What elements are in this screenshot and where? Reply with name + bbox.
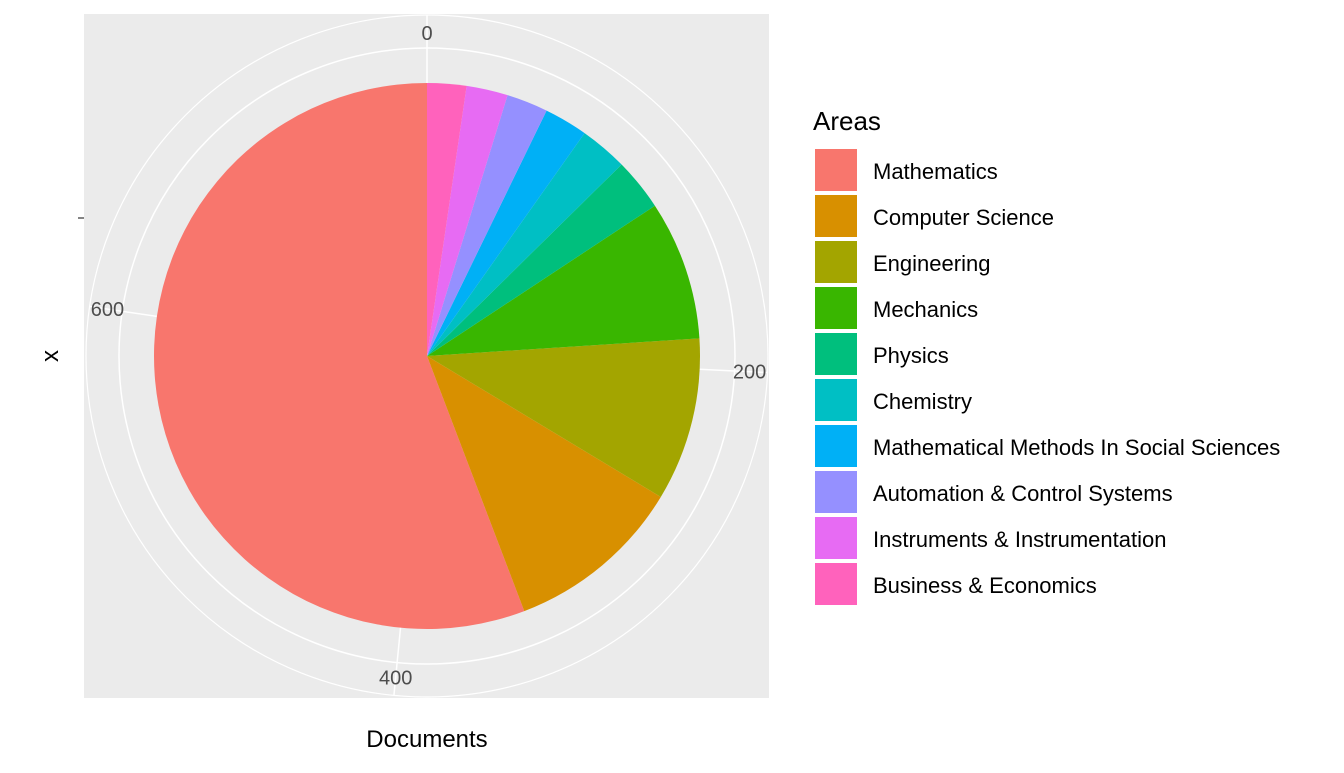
y-axis-label: x bbox=[37, 350, 64, 362]
legend-label: Automation & Control Systems bbox=[873, 481, 1173, 506]
legend-key bbox=[815, 517, 857, 559]
legend-label: Mathematics bbox=[873, 159, 998, 184]
legend-key bbox=[815, 333, 857, 375]
legend-title: Areas bbox=[813, 106, 881, 136]
tick-label: 0 bbox=[421, 23, 432, 45]
pie-slice-2 bbox=[427, 338, 700, 497]
legend-label: Mathematical Methods In Social Sciences bbox=[873, 435, 1280, 460]
legend-label: Mechanics bbox=[873, 297, 978, 322]
pie-slice-4 bbox=[427, 164, 655, 356]
legend-key bbox=[815, 471, 857, 513]
tick-layer: 0 200 400 600 bbox=[91, 23, 767, 689]
pie-slice-3 bbox=[427, 205, 700, 356]
pie-slice-6 bbox=[427, 110, 585, 356]
pie-slice-1 bbox=[427, 356, 661, 612]
tick-label: 200 bbox=[733, 362, 766, 384]
pie-slice-9 bbox=[427, 83, 467, 356]
legend-key bbox=[815, 379, 857, 421]
x-axis-label: Documents bbox=[366, 726, 487, 753]
pie-slice-8 bbox=[427, 85, 508, 356]
legend-label: Engineering bbox=[873, 251, 990, 276]
legend-key bbox=[815, 287, 857, 329]
legend-key bbox=[815, 563, 857, 605]
legend-label: Business & Economics bbox=[873, 573, 1097, 598]
legend-key bbox=[815, 149, 857, 191]
legend-key bbox=[815, 195, 857, 237]
legend-label: Chemistry bbox=[873, 389, 972, 414]
tick-label: 600 bbox=[91, 299, 124, 321]
legend-key bbox=[815, 425, 857, 467]
pie-slice-7 bbox=[427, 95, 547, 356]
legend-label: Computer Science bbox=[873, 205, 1054, 230]
slice-layer bbox=[154, 83, 700, 630]
legend-label: Instruments & Instrumentation bbox=[873, 527, 1166, 552]
legend-key bbox=[815, 241, 857, 283]
tick-label: 400 bbox=[379, 667, 412, 689]
legend-label: Physics bbox=[873, 343, 949, 368]
legend: Mathematics Computer Science Engineering Me… bbox=[815, 149, 1280, 605]
pie-slice-0 bbox=[154, 83, 525, 630]
pie-slice-5 bbox=[427, 133, 622, 356]
